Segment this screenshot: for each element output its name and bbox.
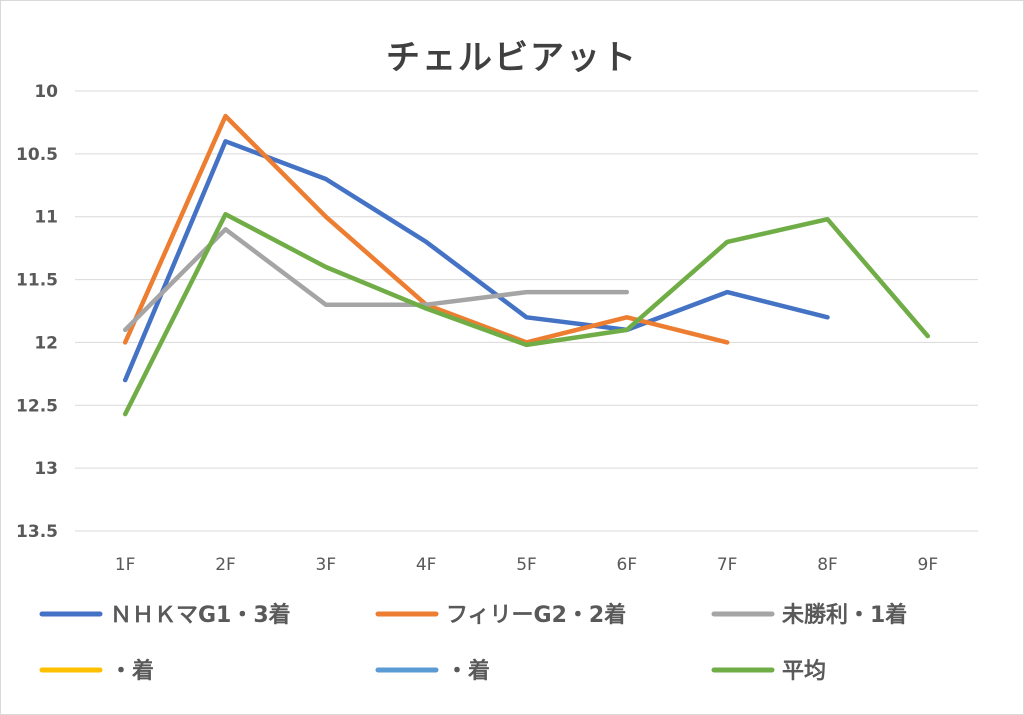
gridlines bbox=[75, 90, 978, 532]
legend-label: フィリーG2・2着 bbox=[446, 602, 626, 628]
x-tick-label: 3F bbox=[316, 555, 337, 575]
y-tick-label: 13.5 bbox=[16, 522, 58, 542]
y-tick-label: 12 bbox=[34, 333, 58, 353]
x-tick-label: 7F bbox=[717, 555, 738, 575]
legend-label: 未勝利・1着 bbox=[782, 602, 907, 628]
legend-label: 平均 bbox=[782, 658, 826, 684]
x-tick-label: 1F bbox=[115, 555, 136, 575]
legend-label: ＮＨＫマG1・3着 bbox=[110, 602, 291, 628]
x-tick-label: 8F bbox=[817, 555, 838, 575]
y-tick-label: 12.5 bbox=[16, 396, 58, 416]
legend-label: ・着 bbox=[446, 658, 490, 684]
y-tick-label: 11 bbox=[34, 208, 58, 228]
x-tick-label: 9F bbox=[918, 555, 939, 575]
y-tick-label: 10.5 bbox=[16, 145, 58, 165]
x-tick-label: 2F bbox=[215, 555, 236, 575]
chart-title: チェルビアット bbox=[386, 38, 638, 78]
x-tick-label: 4F bbox=[416, 555, 437, 575]
y-tick-label: 13 bbox=[34, 459, 58, 479]
y-tick-label: 10 bbox=[34, 82, 58, 102]
series-line bbox=[122, 139, 830, 383]
series-line bbox=[122, 211, 931, 417]
x-tick-label: 6F bbox=[617, 555, 638, 575]
x-tick-label: 5F bbox=[516, 555, 537, 575]
legend-label: ・着 bbox=[110, 658, 154, 684]
y-tick-label: 11.5 bbox=[16, 271, 58, 291]
